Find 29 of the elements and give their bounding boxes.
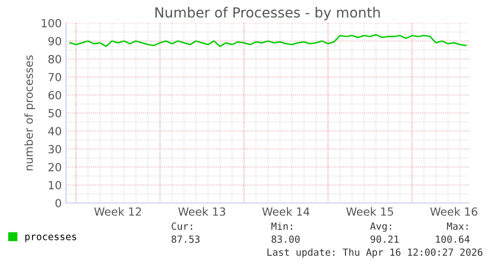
y-tick-label: 70 — [48, 72, 62, 82]
y-tick-label: 80 — [48, 54, 62, 64]
text: 87.53 — [172, 235, 200, 243]
text: Max: — [446, 222, 468, 230]
text: Min: — [271, 222, 292, 230]
text: Avg: — [370, 222, 392, 232]
chart-title: Number of Processes - by month — [155, 6, 380, 20]
x-tick-label: Week 16 — [430, 207, 478, 216]
y-tick-label: 50 — [48, 108, 62, 118]
x-tick-label: Week 14 — [262, 207, 310, 216]
y-tick-label: 30 — [48, 144, 62, 154]
y-tick-label: 90 — [48, 36, 62, 46]
y-tick-label: 100 — [42, 18, 62, 28]
y-tick-label: 10 — [48, 180, 62, 190]
text: 100.64 — [436, 235, 470, 243]
x-tick-label: Week 15 — [346, 207, 394, 216]
y-tick-label: 0 — [55, 198, 62, 208]
text: 83.00 — [272, 235, 300, 243]
x-tick-label: Week 13 — [178, 207, 226, 216]
y-tick-label: 40 — [48, 126, 62, 136]
line-series — [69, 34, 467, 48]
y-axis-title: number of processes — [24, 55, 36, 170]
text: Cur: — [172, 222, 192, 230]
y-tick-label: 60 — [48, 90, 62, 100]
text: Last update: Thu Apr 16 12:00:27 2026 — [267, 248, 482, 258]
legend-label: processes — [25, 234, 76, 242]
x-tick-label: Week 12 — [94, 207, 141, 216]
text: 90.21 — [370, 235, 399, 243]
y-tick-label: 20 — [48, 162, 62, 172]
